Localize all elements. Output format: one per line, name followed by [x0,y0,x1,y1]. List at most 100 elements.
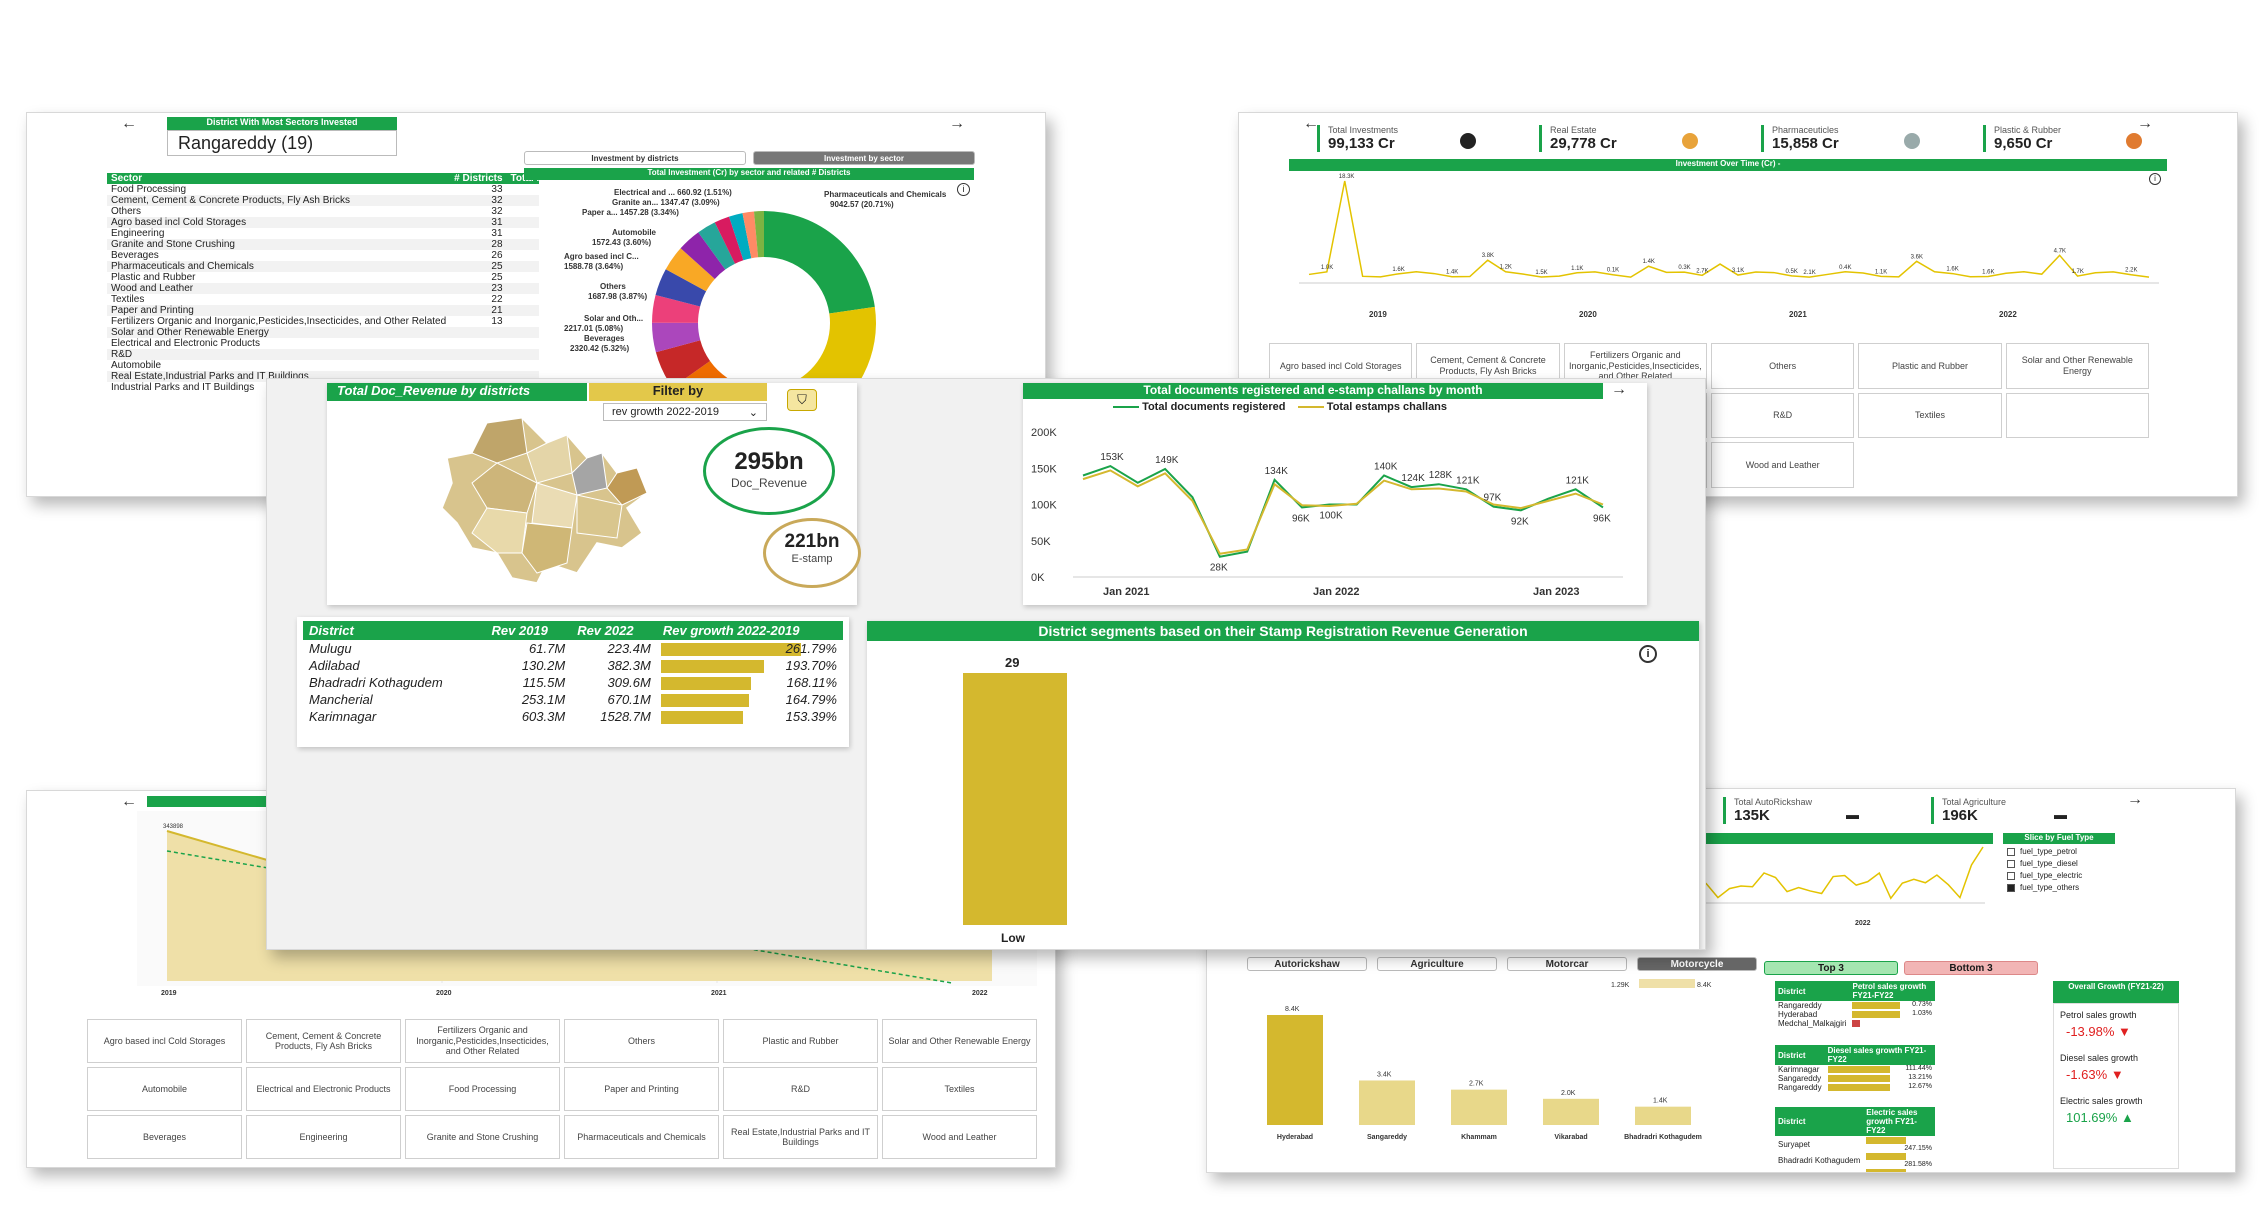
info-icon[interactable]: i [1639,645,1657,663]
filter-funnel-icon[interactable]: ⛉ [787,389,817,411]
table-row[interactable]: Adilabad 130.2M 382.3M 193.70% [303,657,843,674]
table-row[interactable]: Agro based incl Cold Storages311588.78 [107,217,539,228]
back-arrow-icon[interactable]: ← [1303,115,1319,132]
donut-slice[interactable] [652,322,701,353]
sector-slicer-item[interactable]: Others [564,1019,719,1063]
forward-arrow-icon[interactable]: → [2127,791,2143,808]
table-row[interactable]: Paper and Printing211457.28 [107,305,539,316]
sector-slicer-item[interactable]: Wood and Leather [882,1115,1037,1159]
table-row[interactable]: Karimnagar 603.3M 1528.7M 153.39% [303,708,843,725]
bottom-3-button[interactable]: Bottom 3 [1904,961,2038,975]
forward-arrow-icon[interactable]: → [949,115,965,132]
donut-slice[interactable] [764,211,875,314]
table-row[interactable]: Rangareddy 0.73% [1775,1001,1935,1010]
table-row[interactable]: Solar and Other Renewable Energy [107,327,539,338]
vehicle-type-button[interactable]: Agriculture [1377,957,1497,971]
table-row[interactable]: Suryapet 247.15% [1775,1136,1935,1152]
table-row[interactable]: Wood and Leather2398.01 [107,283,539,294]
district-bar[interactable] [1267,1015,1323,1125]
fuel-option[interactable]: fuel_type_diesel [2007,859,2117,868]
table-row[interactable]: Fertilizers Organic and Inorganic,Pestic… [107,316,539,327]
table-row[interactable]: Industrial Parks and IT Buildings [107,382,539,393]
district-bar[interactable] [1543,1098,1599,1125]
table-row[interactable]: Bhadradri Kothagudem 281.58% [1775,1152,1935,1168]
sector-slicer-item[interactable] [2005,392,2149,439]
sector-slicer-item[interactable]: Agro based incl Cold Storages [87,1019,242,1063]
info-icon[interactable]: i [2149,173,2161,185]
sector-slicer-item[interactable]: Beverages [87,1115,242,1159]
tab-investment-sector[interactable]: Investment by sector [753,151,975,165]
forward-arrow-icon[interactable]: → [1611,381,1627,398]
table-row[interactable]: Food Processing332455.31 [107,184,539,195]
table-row[interactable]: Automobile [107,360,539,371]
table-row[interactable]: R&D [107,349,539,360]
district-bar[interactable] [1635,1106,1691,1125]
col-districts[interactable]: # Districts [450,173,507,184]
back-arrow-icon[interactable]: ← [121,115,137,132]
info-icon[interactable]: i [957,183,970,196]
col-rev-2022[interactable]: Rev 2022 [571,621,657,640]
table-row[interactable]: Khammam409.40% [1775,1168,1935,1172]
fuel-option[interactable]: fuel_type_others [2007,883,2117,892]
table-row[interactable]: Engineering312844.97 [107,228,539,239]
table-row[interactable]: Cement, Cement & Concrete Products, Fly … [107,195,539,206]
col-district[interactable]: District [303,621,486,640]
sector-slicer-item[interactable]: Paper and Printing [564,1067,719,1111]
back-arrow-icon[interactable]: ← [121,793,137,810]
donut-slice[interactable] [729,213,752,261]
table-row[interactable]: Textiles22338.52 [107,294,539,305]
district-bar[interactable] [1451,1089,1507,1125]
col-rev-2019[interactable]: Rev 2019 [485,621,572,640]
table-row[interactable]: Rangareddy 12.67% [1775,1083,1935,1092]
sector-slicer-item[interactable]: Granite and Stone Crushing [405,1115,560,1159]
forward-arrow-icon[interactable]: → [2137,115,2153,132]
donut-slice[interactable] [742,211,759,259]
sector-slicer-item[interactable]: Electrical and Electronic Products [246,1067,401,1111]
donut-slice[interactable] [714,216,744,264]
checkbox-icon[interactable] [2007,871,2015,880]
sector-slicer-item[interactable]: Cement, Cement & Concrete Products, Fly … [246,1019,401,1063]
tab-investment-districts[interactable]: Investment by districts [524,151,746,165]
sector-slicer-item[interactable]: Textiles [882,1067,1037,1111]
sector-slicer-item[interactable]: Pharmaceuticals and Chemicals [564,1115,719,1159]
table-row[interactable]: Medchal_Malkajgiri [1775,1019,1935,1028]
vehicle-type-button[interactable]: Autorickshaw [1247,957,1367,971]
district-bar[interactable] [1359,1080,1415,1125]
table-row[interactable]: Mancherial 253.1M 670.1M 164.79% [303,691,843,708]
filter-dropdown[interactable]: rev growth 2022-2019 ⌄ [603,403,767,421]
top-3-button[interactable]: Top 3 [1764,961,1898,975]
sector-slicer-item[interactable]: Wood and Leather [1710,442,1855,488]
table-row[interactable]: Hyderabad 1.03% [1775,1010,1935,1019]
table-row[interactable]: Karimnagar 111.44% [1775,1065,1935,1074]
table-row[interactable]: Sangareddy 13.21% [1775,1074,1935,1083]
table-row[interactable]: Beverages262320.42 [107,250,539,261]
table-row[interactable]: Bhadradri Kothagudem 115.5M 309.6M 168.11% [303,674,843,691]
table-row[interactable]: Electrical and Electronic Products [107,338,539,349]
sector-slicer-item[interactable]: Engineering [246,1115,401,1159]
sector-slicer-item[interactable]: Automobile [87,1067,242,1111]
sector-slicer-item[interactable]: Real Estate,Industrial Parks and IT Buil… [723,1115,878,1159]
table-row[interactable]: Plastic and Rubber257915.23 [107,272,539,283]
sector-slicer-item[interactable]: Solar and Other Renewable Energy [2005,343,2149,389]
sector-slicer-item[interactable]: Others [1710,343,1855,389]
checkbox-icon[interactable] [2007,859,2015,868]
sector-slicer-item[interactable]: Solar and Other Renewable Energy [882,1019,1037,1063]
checkbox-icon[interactable] [2007,847,2015,856]
table-row[interactable]: Granite and Stone Crushing281347.47 [107,239,539,250]
col-sector[interactable]: Sector [107,173,451,184]
fuel-option[interactable]: fuel_type_electric [2007,871,2117,880]
sector-slicer-item[interactable]: Fertilizers Organic and Inorganic,Pestic… [405,1019,560,1063]
table-row[interactable]: Others321687.98 [107,206,539,217]
vehicle-type-button[interactable]: Motorcar [1507,957,1627,971]
donut-slice[interactable] [665,248,715,292]
sector-slicer-item[interactable]: Textiles [1858,392,2002,439]
sector-slicer-item[interactable]: Plastic and Rubber [1858,343,2002,389]
checkbox-icon[interactable] [2007,883,2015,892]
donut-slice[interactable] [655,269,707,307]
vehicle-type-button[interactable]: Motorcycle [1637,957,1757,971]
col-rev-growth[interactable]: Rev growth 2022-2019 [656,621,843,640]
table-row[interactable]: Pharmaceuticals and Chemicals259042.57 [107,261,539,272]
donut-slice[interactable] [698,222,735,270]
sector-slicer-item[interactable]: Plastic and Rubber [723,1019,878,1063]
sector-slicer-item[interactable]: Food Processing [405,1067,560,1111]
